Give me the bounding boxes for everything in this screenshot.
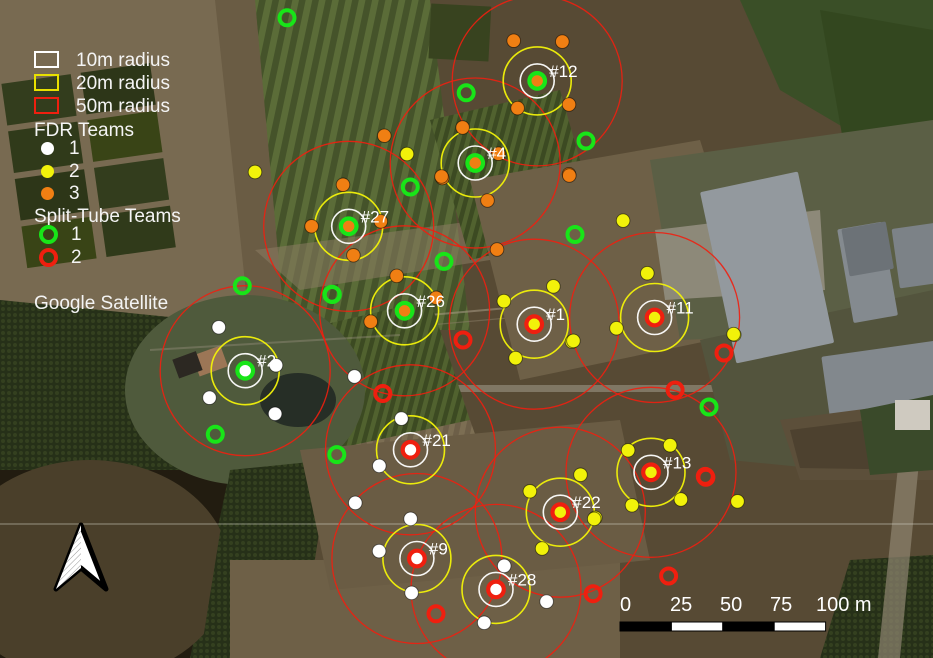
svg-text:25: 25 xyxy=(670,594,692,616)
svg-text:#27: #27 xyxy=(361,207,389,226)
svg-text:75: 75 xyxy=(770,594,792,616)
svg-text:#1: #1 xyxy=(546,305,565,324)
svg-text:#11: #11 xyxy=(667,299,694,318)
svg-text:100 m: 100 m xyxy=(816,594,872,616)
svg-text:#9: #9 xyxy=(429,540,448,559)
svg-text:#2: #2 xyxy=(257,352,276,371)
svg-text:50: 50 xyxy=(720,594,742,616)
svg-text:#12: #12 xyxy=(549,62,577,81)
svg-text:#28: #28 xyxy=(508,570,536,589)
svg-text:#22: #22 xyxy=(572,493,600,512)
svg-text:#21: #21 xyxy=(423,431,451,450)
svg-text:#13: #13 xyxy=(663,453,691,472)
svg-text:0: 0 xyxy=(620,594,631,616)
svg-text:#26: #26 xyxy=(417,292,445,311)
svg-text:#4: #4 xyxy=(487,144,506,163)
